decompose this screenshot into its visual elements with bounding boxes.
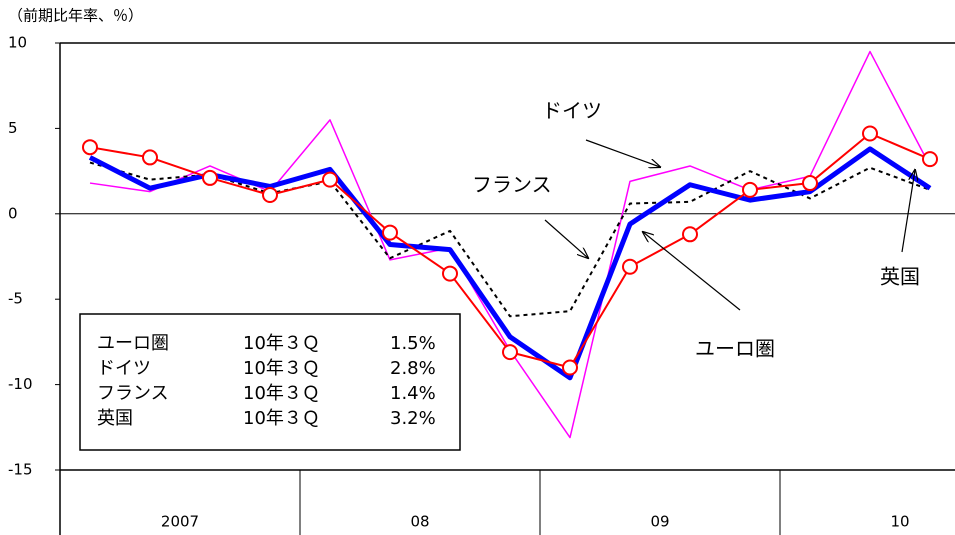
series-annotation: フランス xyxy=(472,173,552,197)
marker xyxy=(502,344,518,361)
y-tick-label: 10 xyxy=(8,34,27,52)
y-tick-label: -10 xyxy=(8,375,33,393)
annotation-arrow xyxy=(643,232,741,311)
marker xyxy=(322,171,338,188)
marker xyxy=(262,187,278,204)
year-label: 10 xyxy=(890,513,909,531)
annotation-arrow xyxy=(585,139,660,167)
y-tick-label: -15 xyxy=(8,461,33,479)
annotation-arrow xyxy=(544,219,588,258)
marker xyxy=(142,149,158,166)
legend-box xyxy=(79,313,461,451)
marker xyxy=(442,265,458,282)
series-line xyxy=(89,161,931,318)
marker xyxy=(802,175,818,192)
legend-cell: 2.8% xyxy=(390,358,436,379)
y-tick-label: 5 xyxy=(8,119,18,137)
legend-cell: 英国 xyxy=(97,408,133,429)
marker xyxy=(82,139,98,156)
series-annotation: ユーロ圏 xyxy=(695,337,775,361)
legend-cell: 10年３Ｑ xyxy=(243,408,320,429)
legend-cell: 1.4% xyxy=(390,383,436,404)
legend-cell: ドイツ xyxy=(97,358,151,379)
legend-cell: フランス xyxy=(97,383,169,404)
marker xyxy=(682,226,698,243)
marker xyxy=(862,125,878,142)
year-label: 09 xyxy=(650,513,669,531)
marker xyxy=(202,169,218,186)
marker xyxy=(622,258,638,275)
marker xyxy=(382,224,398,241)
legend-cell: 3.2% xyxy=(390,408,436,429)
series-annotation: 英国 xyxy=(880,265,920,289)
legend-cell: 1.5% xyxy=(390,333,436,354)
year-label: 2007 xyxy=(161,513,199,531)
y-tick-label: 0 xyxy=(8,204,18,222)
marker xyxy=(742,181,758,198)
year-label: 08 xyxy=(410,513,429,531)
legend-cell: ユーロ圏 xyxy=(97,333,169,354)
series-line xyxy=(88,146,932,381)
annotation-arrow xyxy=(901,170,915,253)
marker xyxy=(922,151,938,168)
legend-cell: 10年３Ｑ xyxy=(243,333,320,354)
legend-cell: 10年３Ｑ xyxy=(243,358,320,379)
series-annotation: ドイツ xyxy=(542,99,602,123)
legend-cell: 10年３Ｑ xyxy=(243,383,320,404)
y-tick-label: -5 xyxy=(8,290,23,308)
unit-label: （前期比年率、％） xyxy=(8,7,143,25)
marker xyxy=(562,359,578,376)
